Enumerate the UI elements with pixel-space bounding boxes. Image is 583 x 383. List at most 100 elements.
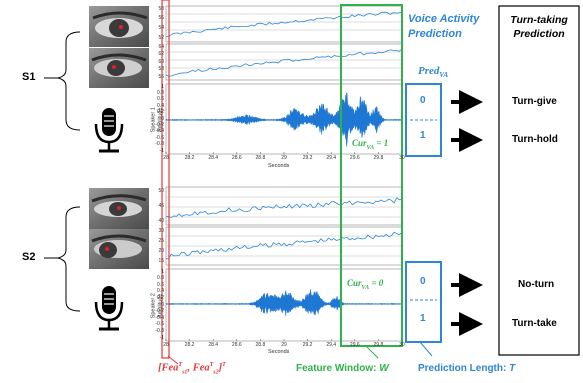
x-tick-label: 28.8	[255, 155, 266, 161]
y-tick-label: 0.6	[157, 96, 164, 103]
y-tick-label: -0.8	[155, 327, 164, 334]
x-tick-label: 29	[281, 155, 287, 161]
y-tick-label: -1	[159, 334, 164, 341]
feature-window-box	[340, 4, 403, 347]
output-turn-take: Turn-take	[512, 318, 557, 329]
y-tick-label: 20	[158, 247, 164, 254]
x-tick-label: 28.8	[255, 342, 266, 348]
y-tick-label: 1	[161, 83, 164, 90]
x-tick-label: 30	[399, 342, 405, 348]
y-tick-label: -0.6	[155, 134, 164, 141]
speaker1-label: S1	[22, 71, 36, 83]
feature-window-pointer	[365, 345, 379, 359]
y-tick-label: 60	[158, 58, 164, 65]
speaker1-bin-1: 1	[420, 130, 426, 141]
y-tick-label: 25	[158, 237, 164, 244]
y-tick-label: 15	[158, 257, 164, 264]
prediction-length-pointer	[419, 341, 433, 357]
y-tick-label: 0.2	[157, 109, 164, 116]
speaker1-amplitude-label: Amplitude	[157, 107, 164, 132]
feature-column-marker	[161, 0, 170, 359]
speaker1-x-axis-title: Seconds	[268, 163, 290, 169]
speaker2-x-axis-title: Seconds	[268, 349, 290, 355]
speaker1-gaze-plot-frame	[165, 5, 403, 43]
output-turn-hold: Turn-hold	[512, 134, 558, 145]
speaker2-bin-0: 0	[420, 276, 426, 287]
y-tick-label: 0.8	[157, 275, 164, 282]
output-no-turn: No-turn	[518, 279, 555, 290]
y-tick-label: 54	[158, 24, 164, 31]
prediction-length-caption: Prediction Length: T	[418, 363, 516, 374]
x-tick-label: 30	[399, 155, 405, 161]
x-tick-label: 28.2	[184, 155, 195, 161]
speaker2-eye-image-1	[89, 188, 149, 229]
y-tick-label: 0.8	[157, 89, 164, 96]
y-tick-label: -0.2	[155, 308, 164, 315]
x-tick-label: 29.4	[326, 342, 337, 348]
y-tick-label: 0.4	[157, 102, 164, 109]
speaker1-x-tick-marks	[165, 152, 403, 154]
speaker2-eye-image-2	[89, 229, 149, 269]
y-tick-label: -0.8	[155, 141, 164, 148]
x-tick-label: 29.8	[373, 342, 384, 348]
speaker1-eye-image-1	[89, 6, 149, 47]
x-tick-label: 29.2	[302, 155, 313, 161]
speaker1-head-plot-frame	[165, 43, 403, 81]
feature-window-caption: Feature Window: W	[296, 363, 389, 374]
speaker1-prediction-box	[405, 83, 442, 157]
speaker1-group	[89, 5, 403, 155]
x-tick-label: 28.4	[208, 342, 219, 348]
output-arrows	[451, 90, 483, 336]
y-tick-label: -0.6	[155, 321, 164, 328]
speaker2-channel-label: Speaker 2	[150, 293, 157, 319]
y-tick-label: 0	[161, 301, 164, 308]
y-tick-label: 64	[158, 43, 164, 50]
x-tick-label: 28	[163, 342, 169, 348]
x-tick-label: 29	[281, 342, 287, 348]
speaker2-gridlines	[166, 196, 402, 257]
y-tick-label: -0.4	[155, 314, 164, 321]
y-tick-label: 0.2	[157, 294, 164, 301]
y-tick-label: 40	[158, 217, 164, 224]
speaker2-gaze-line	[165, 197, 403, 219]
x-tick-label: 28.6	[231, 342, 242, 348]
x-tick-label: 29.2	[302, 342, 313, 348]
speaker2-bin-1: 1	[420, 313, 426, 324]
y-tick-label: 62	[158, 51, 164, 57]
y-tick-label: 30	[158, 227, 164, 234]
voice-activity-title-line2: Prediction	[408, 28, 462, 40]
x-tick-label: 28	[163, 155, 169, 161]
speaker2-bracket	[57, 206, 81, 312]
y-tick-label: 45	[158, 202, 164, 209]
x-tick-label: 28.4	[208, 155, 219, 161]
speaker2-prediction-box	[405, 261, 442, 343]
y-tick-label: 52	[158, 34, 164, 41]
y-tick-label: 50	[158, 187, 164, 194]
speaker2-microphone-icon	[94, 286, 124, 331]
turn-taking-frame	[498, 5, 580, 356]
x-tick-label: 29.6	[349, 342, 360, 348]
y-tick-label: 1	[161, 268, 164, 275]
speaker1-gaze-line	[165, 11, 403, 37]
speaker2-label: S2	[22, 251, 36, 263]
pred-va-label: PredVA	[418, 65, 449, 80]
features-caption: [FeaTs1, FeaTs2]T	[158, 362, 226, 376]
speaker1-eye-image-2	[89, 48, 149, 88]
speaker2-amplitude-label: Amplitude	[157, 293, 164, 318]
x-tick-label: 29.4	[326, 155, 337, 161]
turn-taking-title-line1: Turn-taking	[510, 14, 568, 26]
speaker2-cur-va-label: CurVA = 0	[347, 278, 384, 291]
speaker1-head-line	[165, 48, 403, 77]
speaker2-waveform	[165, 289, 403, 317]
speaker1-bin-0: 0	[420, 95, 426, 106]
y-tick-label: 0	[161, 115, 164, 122]
speaker2-group	[89, 186, 403, 342]
y-tick-label: 58	[158, 5, 164, 12]
speaker1-cur-va-label: CurVA = 1	[352, 138, 389, 151]
y-tick-label: 56	[158, 15, 164, 22]
y-tick-label: 0.6	[157, 281, 164, 288]
output-turn-give: Turn-give	[512, 96, 557, 107]
y-tick-label: -1	[159, 147, 164, 154]
y-tick-label: -0.2	[155, 121, 164, 128]
